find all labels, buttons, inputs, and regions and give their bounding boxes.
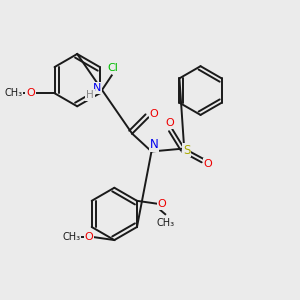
Text: O: O bbox=[85, 232, 93, 242]
Text: N: N bbox=[149, 138, 158, 152]
Text: CH₃: CH₃ bbox=[62, 232, 81, 242]
Text: O: O bbox=[166, 118, 174, 128]
Text: Cl: Cl bbox=[108, 63, 118, 73]
Text: CH₃: CH₃ bbox=[4, 88, 22, 98]
Text: S: S bbox=[183, 143, 190, 157]
Text: O: O bbox=[26, 88, 35, 98]
Text: O: O bbox=[204, 159, 212, 169]
Text: H: H bbox=[86, 90, 94, 100]
Text: N: N bbox=[93, 83, 101, 93]
Text: O: O bbox=[158, 199, 166, 209]
Text: CH₃: CH₃ bbox=[156, 218, 174, 228]
Text: O: O bbox=[149, 109, 158, 119]
